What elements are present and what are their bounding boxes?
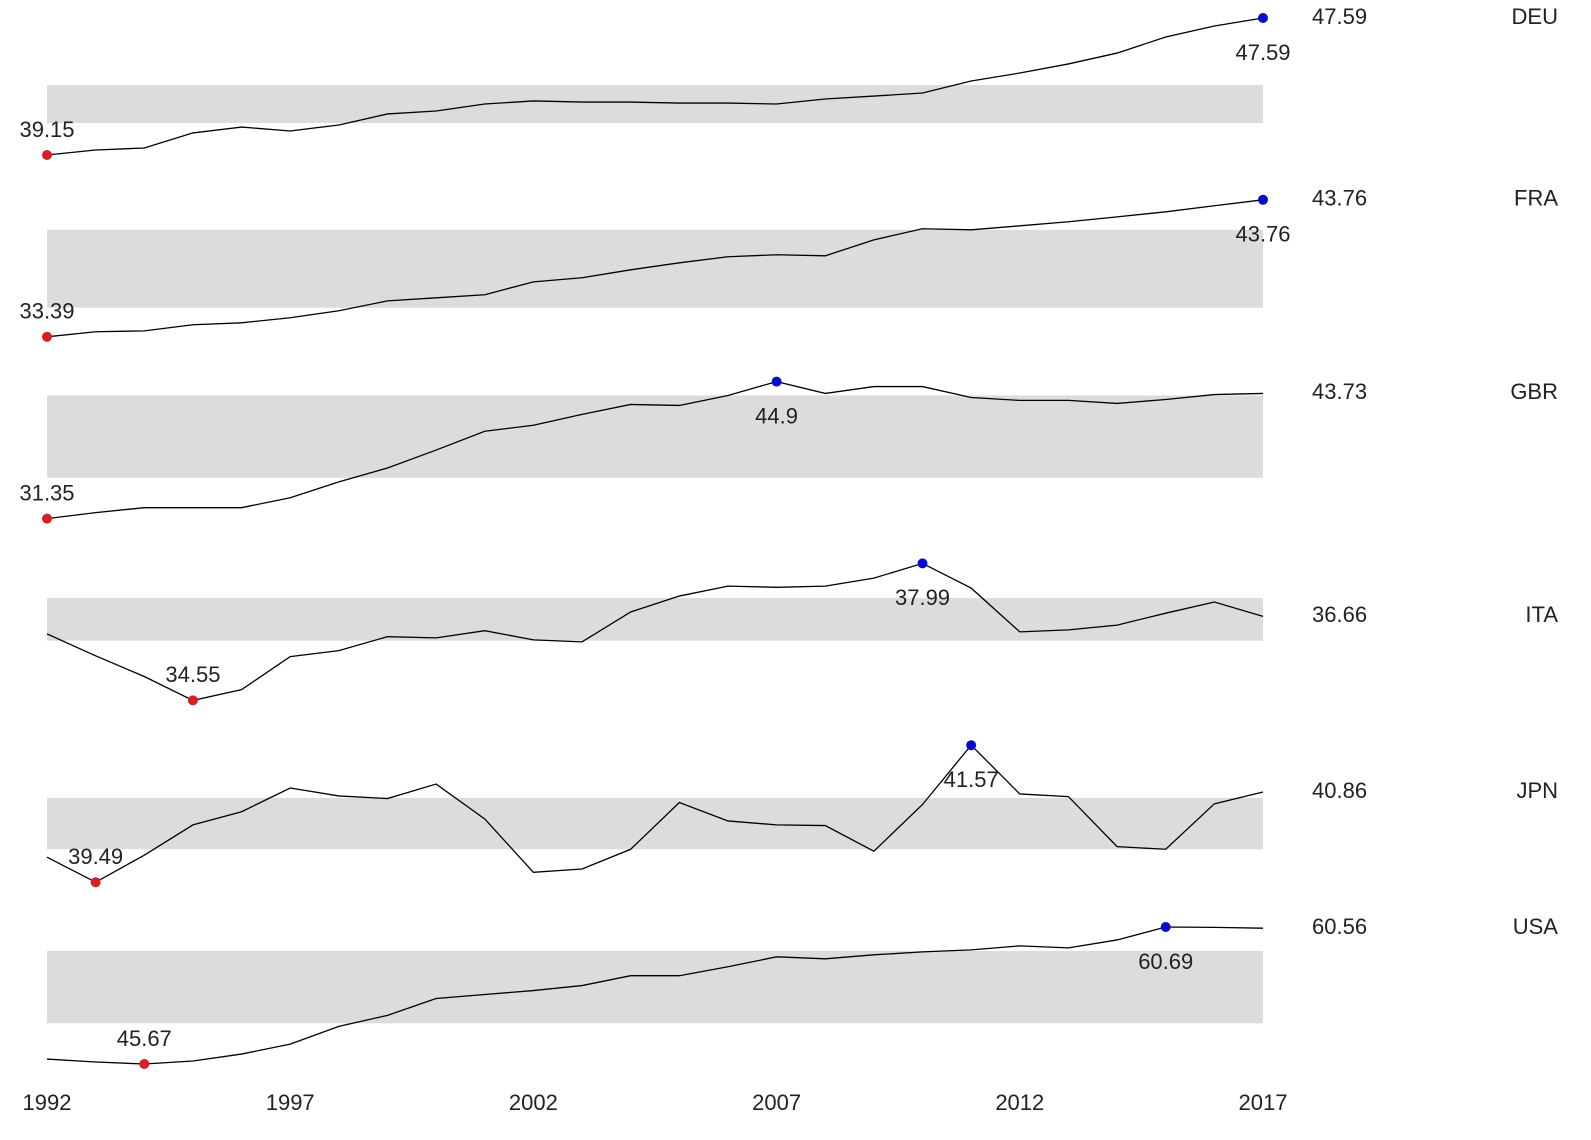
max-point	[1160, 922, 1171, 932]
x-tick-label: 1992	[23, 1090, 72, 1115]
sparkline	[46, 926, 1264, 1065]
max-point	[1258, 194, 1268, 205]
x-tick-label: 2012	[995, 1090, 1044, 1115]
sparkline	[46, 17, 1264, 156]
min-label: 39.49	[68, 844, 123, 869]
sparkline	[46, 744, 1264, 883]
min-point	[42, 513, 52, 524]
series-name: USA	[1513, 914, 1559, 939]
min-label: 33.39	[19, 299, 74, 324]
max-label: 60.69	[1138, 949, 1193, 974]
x-tick-label: 2017	[1239, 1090, 1288, 1115]
end-value-label: 40.86	[1312, 778, 1367, 803]
min-label: 45.67	[117, 1026, 172, 1051]
series-name: ITA	[1525, 602, 1558, 627]
min-point	[139, 1059, 150, 1069]
sparkline	[46, 562, 1264, 702]
iqr-band	[47, 85, 1263, 124]
max-label: 41.57	[944, 767, 999, 792]
end-value-label: 43.73	[1312, 379, 1367, 404]
iqr-band	[47, 950, 1263, 1024]
end-value-label: 60.56	[1312, 914, 1367, 939]
iqr-band	[47, 797, 1263, 850]
end-value-label: 36.66	[1312, 602, 1367, 627]
min-label: 34.55	[165, 662, 220, 687]
max-label: 37.99	[895, 585, 950, 610]
x-tick-label: 1997	[266, 1090, 315, 1115]
sparkline	[46, 199, 1264, 338]
x-tick-label: 2007	[752, 1090, 801, 1115]
max-point	[1258, 13, 1268, 23]
x-tick-label: 2002	[509, 1090, 558, 1115]
min-label: 39.15	[19, 117, 74, 142]
max-label: 43.76	[1235, 222, 1290, 247]
iqr-band	[47, 395, 1263, 478]
iqr-band	[47, 229, 1263, 308]
sparkline	[46, 380, 1264, 520]
series-name: FRA	[1514, 186, 1558, 211]
series-name: DEU	[1512, 4, 1558, 29]
min-point	[42, 150, 52, 160]
series-name: JPN	[1516, 778, 1558, 803]
end-value-label: 47.59	[1312, 4, 1367, 29]
iqr-band	[47, 598, 1263, 641]
end-value-label: 43.76	[1312, 186, 1367, 211]
min-point	[42, 331, 52, 342]
max-point	[966, 740, 977, 751]
max-point	[917, 558, 928, 569]
max-label: 44.9	[755, 403, 798, 428]
min-label: 31.35	[19, 480, 74, 505]
min-point	[90, 877, 101, 888]
min-point	[187, 695, 198, 706]
series-name: GBR	[1510, 379, 1558, 404]
max-point	[771, 376, 782, 387]
max-label: 47.59	[1235, 40, 1290, 65]
